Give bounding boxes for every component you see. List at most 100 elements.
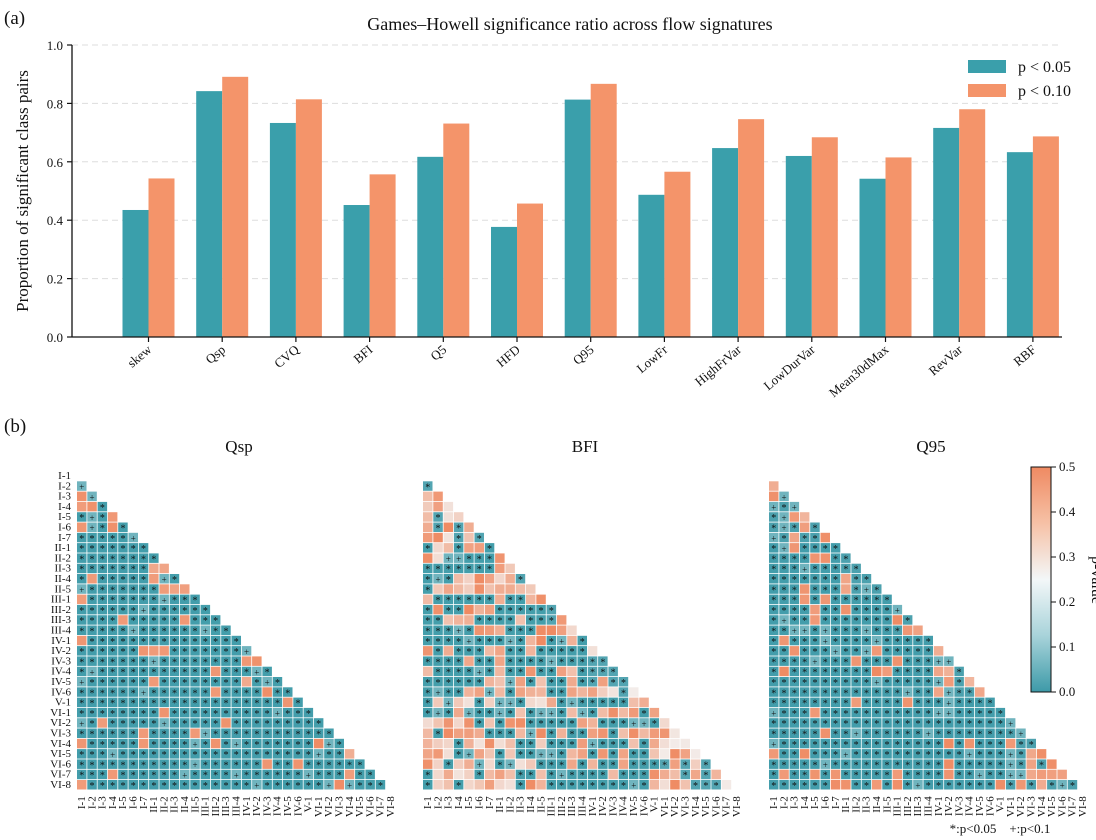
cell-mark-significant: * <box>100 750 105 761</box>
heatmap-cell <box>190 728 200 738</box>
heatmap-col-label: V-1 <box>995 796 1007 812</box>
heatmap-cell <box>975 697 985 708</box>
heatmap-cell <box>231 635 241 646</box>
cell-mark-significant: * <box>141 771 146 782</box>
heatmap-cell <box>97 738 108 749</box>
cell-mark-significant: * <box>162 637 167 648</box>
cell-mark-significant: * <box>316 730 321 741</box>
cell-mark-significant: * <box>100 627 105 638</box>
heatmap-cell <box>608 687 618 697</box>
cell-mark-significant: * <box>957 678 962 689</box>
cell-mark-significant: * <box>833 740 838 751</box>
cell-mark-significant: * <box>141 760 146 771</box>
cell-mark-significant: * <box>936 699 941 710</box>
cell-mark-significant: * <box>141 637 146 648</box>
heatmap-cell <box>128 604 138 615</box>
heatmap-cell <box>769 522 779 532</box>
heatmap-q95: ++ * +* +* + * *+ * * ** + * * * ** * * * * ** * * + * * * * ** * * * *… <box>768 481 1089 817</box>
cell-mark-significant: * <box>79 575 84 586</box>
heatmap-cell <box>365 769 375 780</box>
heatmap-cell <box>128 563 138 574</box>
heatmap-cell <box>433 738 443 749</box>
cell-mark-significant: * <box>223 781 228 792</box>
heatmap-cell <box>536 635 546 646</box>
cell-mark-significant: * <box>275 699 280 710</box>
heatmap-cell <box>118 697 128 708</box>
heatmap-cell <box>210 646 221 656</box>
cell-mark-significant: * <box>425 575 430 586</box>
heatmap-cell <box>923 769 933 780</box>
cell-mark-significant: * <box>425 709 430 720</box>
heatmap-cell <box>567 780 577 790</box>
cell-mark-significant: * <box>926 771 931 782</box>
cell-mark-significant: * <box>771 657 776 668</box>
heatmap-cell <box>344 749 355 759</box>
heatmap-cell <box>830 646 841 656</box>
cell-mark-significant: * <box>549 668 554 679</box>
heatmap-cell <box>779 563 789 574</box>
heatmap-cell <box>515 635 526 646</box>
cell-mark-significant: * <box>926 637 931 648</box>
cell-mark-significant: * <box>957 699 962 710</box>
heatmap-cell <box>779 769 789 780</box>
heatmap-col-label: IV-6 <box>292 796 304 816</box>
cell-mark-significant: * <box>812 678 817 689</box>
heatmap-cell <box>701 769 711 780</box>
heatmap-cell <box>210 718 221 728</box>
cell-mark-significant: * <box>802 657 807 668</box>
cell-mark-significant: * <box>864 688 869 699</box>
cell-mark-significant: * <box>244 719 249 730</box>
heatmap-cell <box>149 584 159 594</box>
heatmap-cell <box>851 759 861 769</box>
heatmap-cell <box>505 749 515 759</box>
cell-mark-significant: * <box>611 668 616 679</box>
heatmap-cell <box>841 574 851 584</box>
heatmap-col-label: IV-2 <box>597 796 609 816</box>
cell-mark-significant: * <box>203 678 208 689</box>
heatmap-cell <box>149 718 159 728</box>
cell-mark-significant: * <box>549 719 554 730</box>
heatmap-cell <box>779 666 789 677</box>
cell-mark-significant: * <box>559 709 564 720</box>
x-tick-label: RevVar <box>926 341 966 378</box>
heatmap-cell <box>324 728 334 738</box>
heatmap-cell <box>810 553 820 563</box>
cell-mark-significant: * <box>518 699 523 710</box>
cell-mark-significant: * <box>905 709 910 720</box>
heatmap-cell <box>241 718 252 728</box>
heatmap-cell <box>629 769 639 780</box>
heatmap-cell <box>789 687 800 697</box>
heatmap-cell <box>231 780 241 790</box>
heatmap-cell <box>180 635 190 646</box>
heatmap-cell <box>272 728 283 738</box>
cell-mark-significant: * <box>895 699 900 710</box>
heatmap-cell <box>138 574 149 584</box>
heatmap-cell <box>77 481 87 491</box>
cell-mark-significant: * <box>182 627 187 638</box>
heatmap-cell <box>118 718 128 728</box>
heatmap-cell <box>210 697 221 708</box>
heatmap-cell <box>283 749 293 759</box>
heatmap-cell <box>985 780 995 790</box>
cell-mark-significant: * <box>275 688 280 699</box>
heatmap-cell <box>200 738 211 749</box>
cell-mark-significant: * <box>100 781 105 792</box>
heatmap-cell <box>556 677 567 687</box>
cell-mark-marginal: + <box>508 637 513 647</box>
cell-mark-significant: * <box>967 771 972 782</box>
cell-mark-significant: * <box>771 513 776 524</box>
heatmap-cell <box>200 687 211 697</box>
heatmap-cell <box>659 738 670 749</box>
cell-mark-significant: * <box>998 719 1003 730</box>
heatmap-cell <box>433 666 443 677</box>
heatmap-cell <box>649 769 660 780</box>
heatmap-col-label: III-3 <box>912 796 924 817</box>
cell-mark-significant: * <box>833 709 838 720</box>
heatmap-cell <box>87 584 97 594</box>
heatmap-cell <box>97 707 108 718</box>
heatmap-cell <box>526 769 536 780</box>
cell-mark-significant: * <box>895 730 900 741</box>
heatmap-cell <box>820 738 830 749</box>
cell-mark-significant: * <box>306 760 311 771</box>
